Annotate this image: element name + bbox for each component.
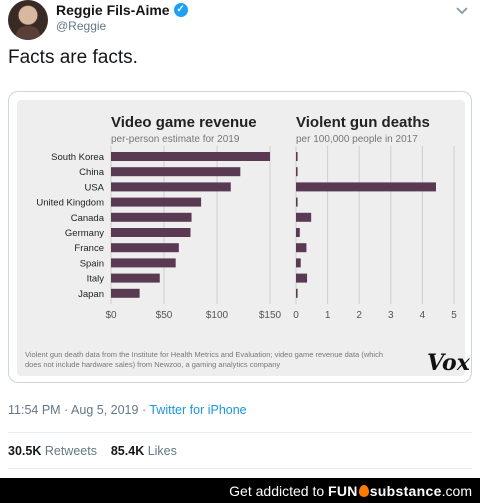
tweet-image[interactable]: Video game revenue per-person estimate f… (8, 91, 472, 383)
bar (111, 288, 140, 298)
x-tick-label: 3 (388, 310, 394, 321)
tweet-time[interactable]: 11:54 PM (8, 403, 61, 417)
bar (296, 167, 298, 177)
likes-label: Likes (147, 444, 177, 458)
bar (111, 182, 231, 192)
bar (296, 258, 301, 268)
tweet-text: Facts are facts. (8, 47, 138, 68)
bar (111, 197, 202, 207)
x-tick-label: 2 (356, 310, 362, 321)
bar (296, 197, 298, 207)
category-label: United Kingdom (36, 198, 104, 209)
chart-area: South Korea China USA United Kingdom Canada G… (36, 146, 457, 321)
category-label: Italy (87, 274, 105, 285)
chart-source-note: Violent gun death data from the Institut… (25, 350, 383, 369)
footer-brand-right: substance (369, 483, 442, 499)
bar (296, 288, 298, 298)
tweet-source-link[interactable]: Twitter for iPhone (149, 403, 247, 417)
chevron-down-icon[interactable] (454, 2, 470, 18)
category-label: France (74, 243, 104, 254)
chart-subtitle-gun-deaths: per 100,000 people in 2017 (296, 134, 418, 145)
retweets-count: 30.5K (8, 444, 42, 458)
category-label: South Korea (51, 152, 105, 163)
chart-panel: Video game revenue per-person estimate f… (17, 100, 470, 376)
x-tick-label: 4 (420, 310, 426, 321)
bar (296, 273, 308, 283)
separator: · (64, 403, 69, 417)
bar (111, 152, 270, 161)
x-tick-label: 0 (293, 310, 299, 321)
tweet-date[interactable]: Aug 5, 2019 (71, 403, 139, 417)
x-tick-label: 5 (451, 310, 457, 321)
category-label: Japan (78, 289, 104, 300)
bar (111, 243, 179, 253)
likes-count: 85.4K (110, 444, 145, 458)
footer-suffix: .com (441, 483, 472, 499)
retweets-label: Retweets (44, 444, 97, 458)
x-tick-label: 1 (325, 310, 331, 321)
author-row: Reggie Fils-Aime ✓ (56, 2, 188, 18)
avatar[interactable] (8, 0, 48, 40)
category-label: Canada (71, 213, 105, 224)
chart-subtitle-revenue: per-person estimate for 2019 (111, 134, 240, 145)
footer-prefix: Get addicted to (229, 483, 325, 499)
author-name[interactable]: Reggie Fils-Aime (56, 2, 170, 18)
category-label: USA (84, 182, 104, 193)
bar (296, 212, 312, 222)
watermark-footer: Get addicted to FUN substance.com (0, 478, 480, 503)
tweet-stats: 30.5K Retweets 85.4K Likes (8, 444, 177, 458)
likes-stat[interactable]: 85.4K Likes (111, 444, 177, 458)
author-handle[interactable]: @Reggie (56, 19, 107, 33)
category-label: Spain (80, 258, 104, 269)
category-label: Germany (65, 228, 104, 239)
bar (111, 273, 160, 283)
bar (111, 167, 241, 177)
footer-text: Get addicted to FUN substance.com (229, 483, 472, 499)
verified-badge-icon: ✓ (173, 3, 188, 17)
tweet-timestamp: 11:54 PM · Aug 5, 2019 · Twitter for iPh… (8, 403, 247, 417)
bar (111, 212, 192, 222)
separator: · (141, 403, 147, 417)
x-tick-label: $150 (259, 310, 282, 321)
bar (296, 182, 436, 192)
divider (8, 432, 472, 433)
bar (296, 152, 298, 161)
vox-logo: Vox (427, 350, 470, 376)
bar (111, 258, 176, 268)
chart-title-gun-deaths: Violent gun deaths (296, 114, 430, 131)
x-tick-label: $0 (105, 310, 117, 321)
divider (8, 468, 472, 469)
x-tick-label: $100 (206, 310, 229, 321)
bar (296, 243, 307, 253)
bar (296, 228, 300, 237)
category-label: China (79, 167, 105, 178)
tweet-header: Reggie Fils-Aime ✓ @Reggie (8, 0, 472, 40)
bar (111, 228, 191, 237)
flame-icon (358, 485, 369, 497)
x-tick-label: $50 (156, 310, 173, 321)
footer-brand-left: FUN (328, 483, 358, 499)
footer-brand[interactable]: FUN substance (328, 483, 442, 499)
retweets-stat[interactable]: 30.5K Retweets (8, 444, 97, 458)
chart-title-revenue: Video game revenue (111, 114, 257, 131)
